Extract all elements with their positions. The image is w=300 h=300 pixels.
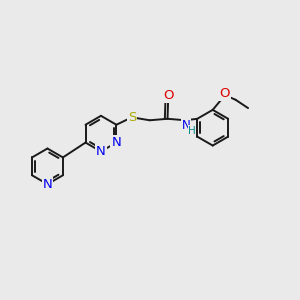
Text: S: S (128, 111, 136, 124)
Text: H: H (188, 126, 196, 136)
Text: N: N (112, 136, 121, 149)
Text: O: O (219, 87, 230, 100)
Text: N: N (182, 119, 190, 132)
Text: O: O (163, 88, 173, 101)
Text: N: N (43, 178, 52, 191)
Text: N: N (96, 145, 106, 158)
